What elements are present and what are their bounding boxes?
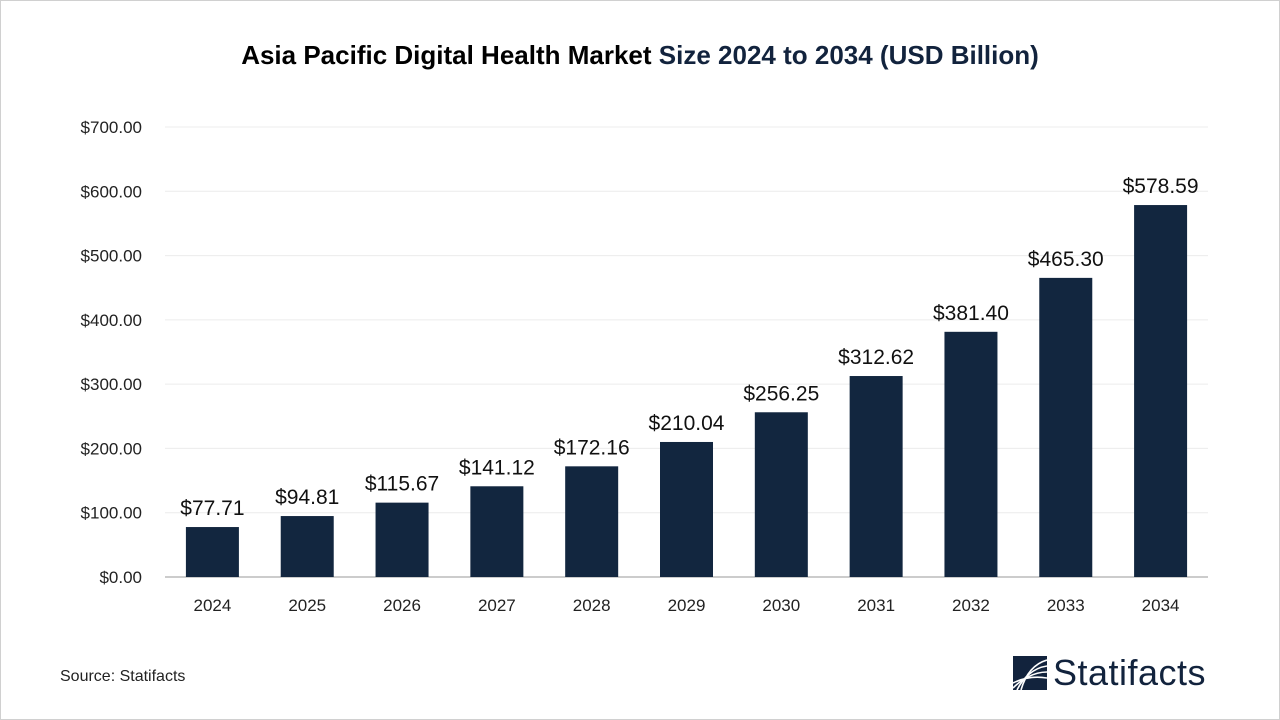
data-label: $312.62 <box>838 346 914 369</box>
title-main: Asia Pacific Digital Health Market <box>241 40 652 70</box>
bar <box>754 412 808 577</box>
y-tick-label: $500.00 <box>81 247 142 266</box>
statifacts-logo: Statifacts <box>1013 652 1206 694</box>
x-tick-label: 2024 <box>193 596 231 615</box>
y-tick-label: $200.00 <box>81 439 142 458</box>
x-tick-label: 2029 <box>668 596 706 615</box>
source-note: Source: Statifacts <box>60 668 186 685</box>
x-tick-label: 2027 <box>478 596 516 615</box>
data-label: $77.71 <box>180 497 244 520</box>
x-tick-label: 2026 <box>383 596 421 615</box>
data-label: $465.30 <box>1028 248 1104 271</box>
x-tick-label: 2031 <box>857 596 895 615</box>
data-label: $141.12 <box>459 456 535 479</box>
y-tick-label: $0.00 <box>99 568 142 587</box>
bar <box>470 486 524 577</box>
title-accent: Size 2024 to 2034 (USD Billion) <box>658 40 1039 70</box>
x-tick-label: 2030 <box>762 596 800 615</box>
bar <box>849 376 903 577</box>
bar <box>1039 277 1093 577</box>
bar <box>565 466 619 577</box>
x-tick-label: 2032 <box>952 596 990 615</box>
statifacts-logo-icon <box>1013 656 1047 690</box>
x-tick-label: 2025 <box>288 596 326 615</box>
bar <box>660 441 713 577</box>
chart-title: Asia Pacific Digital Health Market Size … <box>0 40 1280 71</box>
x-tick-label: 2033 <box>1047 596 1085 615</box>
x-tick-label: 2028 <box>573 596 611 615</box>
data-label: $256.25 <box>743 382 819 405</box>
data-label: $172.16 <box>554 436 630 459</box>
bar <box>280 516 334 577</box>
data-label: $381.40 <box>933 302 1009 325</box>
y-tick-label: $700.00 <box>81 118 142 137</box>
y-tick-label: $100.00 <box>81 504 142 523</box>
x-tick-label: 2034 <box>1142 596 1180 615</box>
data-label: $210.04 <box>649 412 725 435</box>
data-label: $578.59 <box>1123 175 1199 198</box>
data-label: $94.81 <box>275 486 339 509</box>
y-tick-label: $600.00 <box>81 182 142 201</box>
y-tick-label: $400.00 <box>81 311 142 330</box>
bar <box>944 331 998 577</box>
data-label: $115.67 <box>365 473 439 496</box>
y-tick-label: $300.00 <box>81 375 142 394</box>
bar <box>185 527 239 577</box>
statifacts-logo-text: Statifacts <box>1053 652 1207 693</box>
bar <box>1134 205 1188 577</box>
bar <box>375 502 429 577</box>
